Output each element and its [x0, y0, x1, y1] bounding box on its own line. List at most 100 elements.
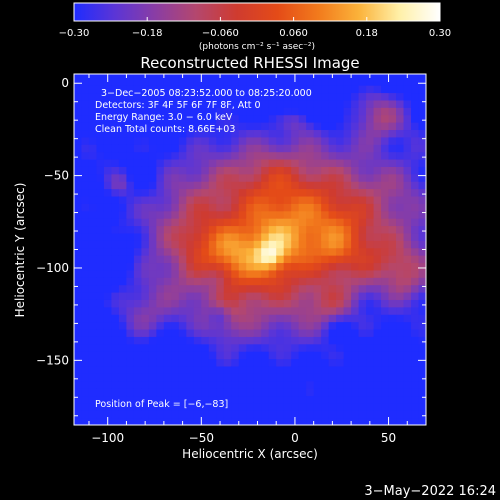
- heatmap-cell: [216, 410, 225, 419]
- heatmap-cell: [111, 255, 120, 264]
- heatmap-cell: [381, 136, 390, 145]
- heatmap-cell: [373, 291, 382, 300]
- colorbar-bar: [73, 2, 441, 22]
- heatmap-cell: [141, 99, 150, 108]
- heatmap-cell: [88, 92, 98, 101]
- heatmap-cell: [268, 321, 277, 330]
- heatmap-cell: [396, 74, 405, 79]
- heatmap-cell: [276, 410, 285, 419]
- heatmap-cell: [321, 255, 330, 264]
- heatmap-cell: [388, 321, 397, 330]
- heatmap-cell: [343, 92, 352, 101]
- heatmap-cell: [351, 158, 360, 167]
- heatmap-cell: [268, 218, 277, 227]
- heatmap-cell: [268, 395, 277, 404]
- heatmap-cell: [133, 336, 143, 345]
- heatmap-cell: [381, 343, 390, 352]
- heatmap-cell: [103, 232, 113, 241]
- heatmap-cell: [261, 402, 270, 411]
- heatmap-cell: [88, 388, 98, 397]
- heatmap-cell: [373, 410, 382, 419]
- heatmap-cell: [313, 74, 322, 79]
- heatmap-cell: [328, 85, 337, 94]
- heatmap-cell: [223, 365, 232, 374]
- heatmap-cell: [403, 240, 412, 249]
- heatmap-cell: [246, 195, 255, 204]
- heatmap-cell: [343, 247, 352, 256]
- heatmap-cell: [366, 195, 375, 204]
- heatmap-cell: [328, 225, 337, 234]
- heatmap-cell: [208, 269, 217, 278]
- heatmap-cell: [418, 380, 426, 389]
- heatmap-cell: [358, 247, 367, 256]
- heatmap-cell: [216, 232, 225, 241]
- heatmap-cell: [163, 262, 172, 271]
- heatmap-cell: [261, 129, 270, 138]
- heatmap-cell: [141, 151, 150, 160]
- heatmap-cell: [373, 136, 382, 145]
- heatmap-cell: [193, 299, 202, 308]
- heatmap-cell: [418, 232, 426, 241]
- heatmap-cell: [193, 395, 202, 404]
- heatmap-cell: [118, 181, 128, 190]
- heatmap-cell: [133, 262, 143, 271]
- heatmap-cell: [81, 314, 90, 323]
- heatmap-cell: [231, 166, 240, 175]
- heatmap-cell: [246, 203, 255, 212]
- heatmap-cell: [186, 144, 195, 153]
- heatmap-cell: [276, 225, 285, 234]
- heatmap-cell: [156, 151, 165, 160]
- heatmap-cell: [276, 188, 285, 197]
- heatmap-cell: [418, 129, 426, 138]
- heatmap-cell: [313, 218, 322, 227]
- heatmap-cell: [216, 343, 225, 352]
- heatmap-cell: [178, 284, 187, 293]
- heatmap-cell: [276, 380, 285, 389]
- heatmap-cell: [321, 181, 330, 190]
- heatmap-cell: [403, 277, 412, 286]
- heatmap-cell: [103, 225, 113, 234]
- heatmap-cell: [216, 144, 225, 153]
- heatmap-cell: [261, 365, 270, 374]
- heatmap-cell: [178, 181, 187, 190]
- heatmap-cell: [81, 291, 90, 300]
- heatmap-cell: [156, 255, 165, 264]
- heatmap-cell: [156, 291, 165, 300]
- heatmap-cell: [163, 373, 172, 382]
- heatmap-cell: [118, 136, 128, 145]
- heatmap-cell: [396, 136, 405, 145]
- heatmap-cell: [388, 232, 397, 241]
- heatmap-cell: [276, 247, 285, 256]
- heatmap-cell: [81, 262, 90, 271]
- heatmap-cell: [201, 240, 210, 249]
- heatmap-cell: [268, 358, 277, 367]
- heatmap-cell: [96, 99, 105, 108]
- heatmap-cell: [381, 321, 390, 330]
- heatmap-cell: [96, 195, 105, 204]
- heatmap-cell: [148, 380, 157, 389]
- heatmap-cell: [291, 151, 300, 160]
- heatmap-cell: [298, 225, 307, 234]
- heatmap-cell: [171, 173, 180, 182]
- heatmap-cell: [231, 247, 240, 256]
- heatmap-cell: [216, 107, 225, 116]
- heatmap-cell: [171, 92, 180, 101]
- heatmap-cell: [321, 395, 330, 404]
- heatmap-cell: [186, 291, 195, 300]
- heatmap-cell: [81, 365, 90, 374]
- heatmap-cell: [343, 299, 352, 308]
- x-tick-label: −50: [189, 431, 214, 445]
- heatmap-cell: [268, 336, 277, 345]
- heatmap-cell: [343, 410, 352, 419]
- heatmap-cell: [373, 395, 382, 404]
- heatmap-cell: [358, 166, 367, 175]
- heatmap-cell: [396, 99, 405, 108]
- heatmap-cell: [223, 284, 232, 293]
- heatmap-cell: [148, 74, 157, 79]
- heatmap-cell: [366, 151, 375, 160]
- heatmap-cell: [396, 299, 405, 308]
- info-annotations: 3−Dec−2005 08:23:52.000 to 08:25:20.000 …: [95, 88, 312, 410]
- heatmap-cell: [373, 343, 382, 352]
- heatmap-cell: [88, 247, 98, 256]
- heatmap-cell: [246, 417, 255, 425]
